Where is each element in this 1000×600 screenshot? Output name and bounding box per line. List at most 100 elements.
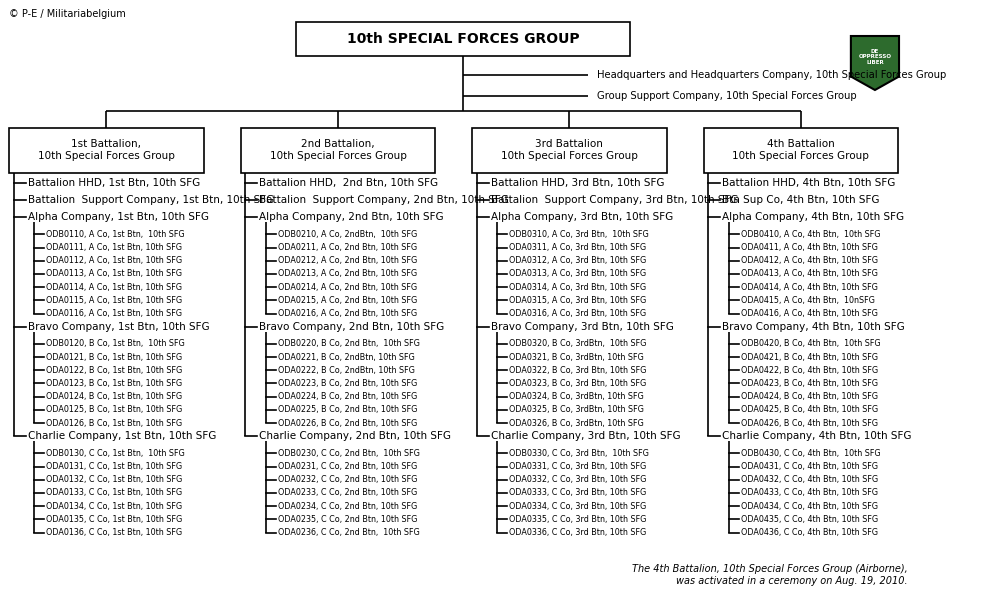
- Text: 10th SPECIAL FORCES GROUP: 10th SPECIAL FORCES GROUP: [347, 32, 579, 46]
- Text: Headquarters and Headquarters Company, 10th Special Forces Group: Headquarters and Headquarters Company, 1…: [597, 70, 946, 80]
- Text: ODA0234, C Co, 2nd Btn, 10th SFG: ODA0234, C Co, 2nd Btn, 10th SFG: [278, 502, 417, 511]
- Text: ODA0124, B Co, 1st Btn, 10th SFG: ODA0124, B Co, 1st Btn, 10th SFG: [46, 392, 182, 401]
- Text: ODA0134, C Co, 1st Btn, 10th SFG: ODA0134, C Co, 1st Btn, 10th SFG: [46, 502, 182, 511]
- Text: Btn Sup Co, 4th Btn, 10th SFG: Btn Sup Co, 4th Btn, 10th SFG: [722, 195, 880, 205]
- Text: ODA0326, B Co, 3rdBtn, 10th SFG: ODA0326, B Co, 3rdBtn, 10th SFG: [509, 419, 644, 428]
- Text: ODA0312, A Co, 3rd Btn, 10th SFG: ODA0312, A Co, 3rd Btn, 10th SFG: [509, 256, 646, 265]
- Text: Alpha Company, 3rd Btn, 10th SFG: Alpha Company, 3rd Btn, 10th SFG: [491, 212, 673, 222]
- Text: ODA0333, C Co, 3rd Btn, 10th SFG: ODA0333, C Co, 3rd Btn, 10th SFG: [509, 488, 646, 497]
- Text: ODA0211, A Co, 2nd Btn, 10th SFG: ODA0211, A Co, 2nd Btn, 10th SFG: [278, 243, 417, 252]
- Text: ODB0110, A Co, 1st Btn,  10th SFG: ODB0110, A Co, 1st Btn, 10th SFG: [46, 230, 185, 239]
- Text: DE
OPPRESSO
LIBER: DE OPPRESSO LIBER: [858, 49, 891, 65]
- FancyBboxPatch shape: [704, 127, 898, 173]
- Text: ODA0421, B Co, 4th Btn, 10th SFG: ODA0421, B Co, 4th Btn, 10th SFG: [741, 353, 878, 361]
- Text: ODB0320, B Co, 3rdBtn,  10th SFG: ODB0320, B Co, 3rdBtn, 10th SFG: [509, 340, 647, 348]
- Text: ODA0316, A Co, 3rd Btn, 10th SFG: ODA0316, A Co, 3rd Btn, 10th SFG: [509, 309, 646, 318]
- Text: ODA0415, A Co, 4th Btn,  10nSFG: ODA0415, A Co, 4th Btn, 10nSFG: [741, 296, 875, 305]
- Text: ODA0436, C Co, 4th Btn, 10th SFG: ODA0436, C Co, 4th Btn, 10th SFG: [741, 528, 878, 537]
- Text: ODA0212, A Co, 2nd Btn, 10th SFG: ODA0212, A Co, 2nd Btn, 10th SFG: [278, 256, 417, 265]
- PathPatch shape: [851, 36, 899, 90]
- Text: ODA0431, C Co, 4th Btn, 10th SFG: ODA0431, C Co, 4th Btn, 10th SFG: [741, 462, 878, 471]
- Text: ODA0412, A Co, 4th Btn, 10th SFG: ODA0412, A Co, 4th Btn, 10th SFG: [741, 256, 878, 265]
- Text: ODA0314, A Co, 3rd Btn, 10th SFG: ODA0314, A Co, 3rd Btn, 10th SFG: [509, 283, 646, 292]
- Text: ODA0232, C Co, 2nd Btn, 10th SFG: ODA0232, C Co, 2nd Btn, 10th SFG: [278, 475, 417, 484]
- Text: ODA0214, A Co, 2nd Btn, 10th SFG: ODA0214, A Co, 2nd Btn, 10th SFG: [278, 283, 417, 292]
- Text: The 4th Battalion, 10th Special Forces Group (Airborne),
was activated in a cere: The 4th Battalion, 10th Special Forces G…: [632, 564, 907, 586]
- Text: ODA0336, C Co, 3rd Btn, 10th SFG: ODA0336, C Co, 3rd Btn, 10th SFG: [509, 528, 646, 537]
- Text: ODB0430, C Co, 4th Btn,  10th SFG: ODB0430, C Co, 4th Btn, 10th SFG: [741, 449, 880, 458]
- Text: ODA0435, C Co, 4th Btn, 10th SFG: ODA0435, C Co, 4th Btn, 10th SFG: [741, 515, 878, 524]
- Text: ODA0426, B Co, 4th Btn, 10th SFG: ODA0426, B Co, 4th Btn, 10th SFG: [741, 419, 878, 428]
- Text: ODA0223, B Co, 2nd Btn, 10th SFG: ODA0223, B Co, 2nd Btn, 10th SFG: [278, 379, 417, 388]
- Text: ODA0422, B Co, 4th Btn, 10th SFG: ODA0422, B Co, 4th Btn, 10th SFG: [741, 366, 878, 375]
- Text: ODA0414, A Co, 4th Btn, 10th SFG: ODA0414, A Co, 4th Btn, 10th SFG: [741, 283, 878, 292]
- Text: Alpha Company, 2nd Btn, 10th SFG: Alpha Company, 2nd Btn, 10th SFG: [259, 212, 444, 222]
- Text: ODA0112, A Co, 1st Btn, 10th SFG: ODA0112, A Co, 1st Btn, 10th SFG: [46, 256, 182, 265]
- Text: 2nd Battalion,
10th Special Forces Group: 2nd Battalion, 10th Special Forces Group: [270, 139, 406, 161]
- Text: ODA0324, B Co, 3rdBtn, 10th SFG: ODA0324, B Co, 3rdBtn, 10th SFG: [509, 392, 644, 401]
- Text: ODA0236, C Co, 2nd Btn,  10th SFG: ODA0236, C Co, 2nd Btn, 10th SFG: [278, 528, 420, 537]
- Text: ODB0120, B Co, 1st Btn,  10th SFG: ODB0120, B Co, 1st Btn, 10th SFG: [46, 340, 185, 348]
- Text: ODA0311, A Co, 3rd Btn, 10th SFG: ODA0311, A Co, 3rd Btn, 10th SFG: [509, 243, 646, 252]
- Text: ODB0410, A Co, 4th Btn,  10th SFG: ODB0410, A Co, 4th Btn, 10th SFG: [741, 230, 880, 239]
- Text: ODA0233, C Co, 2nd Btn, 10th SFG: ODA0233, C Co, 2nd Btn, 10th SFG: [278, 488, 417, 497]
- Text: ODA0113, A Co, 1st Btn, 10th SFG: ODA0113, A Co, 1st Btn, 10th SFG: [46, 269, 182, 278]
- Text: Bravo Company, 1st Btn, 10th SFG: Bravo Company, 1st Btn, 10th SFG: [28, 322, 209, 332]
- Text: Battalion HHD, 1st Btn, 10th SFG: Battalion HHD, 1st Btn, 10th SFG: [28, 178, 200, 188]
- FancyBboxPatch shape: [472, 127, 667, 173]
- Text: ODA0222, B Co, 2ndBtn, 10th SFG: ODA0222, B Co, 2ndBtn, 10th SFG: [278, 366, 415, 375]
- Text: ODA0224, B Co, 2nd Btn, 10th SFG: ODA0224, B Co, 2nd Btn, 10th SFG: [278, 392, 417, 401]
- Text: ODA0231, C Co, 2nd Btn, 10th SFG: ODA0231, C Co, 2nd Btn, 10th SFG: [278, 462, 417, 471]
- Text: ODA0115, A Co, 1st Btn, 10th SFG: ODA0115, A Co, 1st Btn, 10th SFG: [46, 296, 182, 305]
- FancyBboxPatch shape: [9, 127, 204, 173]
- Text: Bravo Company, 2nd Btn, 10th SFG: Bravo Company, 2nd Btn, 10th SFG: [259, 322, 444, 332]
- Text: ODA0111, A Co, 1st Btn, 10th SFG: ODA0111, A Co, 1st Btn, 10th SFG: [46, 243, 182, 252]
- Text: ODB0310, A Co, 3rd Btn,  10th SFG: ODB0310, A Co, 3rd Btn, 10th SFG: [509, 230, 649, 239]
- Text: Group Support Company, 10th Special Forces Group: Group Support Company, 10th Special Forc…: [597, 91, 857, 101]
- Text: Alpha Company, 1st Btn, 10th SFG: Alpha Company, 1st Btn, 10th SFG: [28, 212, 209, 222]
- FancyBboxPatch shape: [296, 22, 630, 55]
- Text: ODA0325, B Co, 3rdBtn, 10th SFG: ODA0325, B Co, 3rdBtn, 10th SFG: [509, 406, 644, 415]
- Text: ODA0331, C Co, 3rd Btn, 10th SFG: ODA0331, C Co, 3rd Btn, 10th SFG: [509, 462, 646, 471]
- Text: ODA0313, A Co, 3rd Btn, 10th SFG: ODA0313, A Co, 3rd Btn, 10th SFG: [509, 269, 646, 278]
- Text: ODA0411, A Co, 4th Btn, 10th SFG: ODA0411, A Co, 4th Btn, 10th SFG: [741, 243, 878, 252]
- Text: ODA0434, C Co, 4th Btn, 10th SFG: ODA0434, C Co, 4th Btn, 10th SFG: [741, 502, 878, 511]
- Text: ODB0210, A Co, 2ndBtn,  10th SFG: ODB0210, A Co, 2ndBtn, 10th SFG: [278, 230, 417, 239]
- FancyBboxPatch shape: [241, 127, 435, 173]
- Text: ODA0126, B Co, 1st Btn, 10th SFG: ODA0126, B Co, 1st Btn, 10th SFG: [46, 419, 182, 428]
- Text: ODA0125, B Co, 1st Btn, 10th SFG: ODA0125, B Co, 1st Btn, 10th SFG: [46, 406, 183, 415]
- Text: ODA0235, C Co, 2nd Btn, 10th SFG: ODA0235, C Co, 2nd Btn, 10th SFG: [278, 515, 417, 524]
- Text: ODA0135, C Co, 1st Btn, 10th SFG: ODA0135, C Co, 1st Btn, 10th SFG: [46, 515, 183, 524]
- Text: ODB0130, C Co, 1st Btn,  10th SFG: ODB0130, C Co, 1st Btn, 10th SFG: [46, 449, 185, 458]
- Text: ODA0416, A Co, 4th Btn, 10th SFG: ODA0416, A Co, 4th Btn, 10th SFG: [741, 309, 878, 318]
- Text: ODA0114, A Co, 1st Btn, 10th SFG: ODA0114, A Co, 1st Btn, 10th SFG: [46, 283, 182, 292]
- Text: ODA0334, C Co, 3rd Btn, 10th SFG: ODA0334, C Co, 3rd Btn, 10th SFG: [509, 502, 646, 511]
- Text: © P-E / Militariabelgium: © P-E / Militariabelgium: [9, 9, 126, 19]
- Text: ODA0216, A Co, 2nd Btn, 10th SFG: ODA0216, A Co, 2nd Btn, 10th SFG: [278, 309, 417, 318]
- Text: ODB0230, C Co, 2nd Btn,  10th SFG: ODB0230, C Co, 2nd Btn, 10th SFG: [278, 449, 420, 458]
- Text: Alpha Company, 4th Btn, 10th SFG: Alpha Company, 4th Btn, 10th SFG: [722, 212, 904, 222]
- Text: Bravo Company, 4th Btn, 10th SFG: Bravo Company, 4th Btn, 10th SFG: [722, 322, 905, 332]
- Text: 4th Battalion
10th Special Forces Group: 4th Battalion 10th Special Forces Group: [732, 139, 869, 161]
- Text: Battalion HHD, 3rd Btn, 10th SFG: Battalion HHD, 3rd Btn, 10th SFG: [491, 178, 664, 188]
- Text: ODA0131, C Co, 1st Btn, 10th SFG: ODA0131, C Co, 1st Btn, 10th SFG: [46, 462, 182, 471]
- Text: Battalion  Support Company, 1st Btn, 10th SFG: Battalion Support Company, 1st Btn, 10th…: [28, 195, 274, 205]
- Text: ODA0335, C Co, 3rd Btn, 10th SFG: ODA0335, C Co, 3rd Btn, 10th SFG: [509, 515, 647, 524]
- Text: ODA0424, B Co, 4th Btn, 10th SFG: ODA0424, B Co, 4th Btn, 10th SFG: [741, 392, 878, 401]
- Text: ODA0132, C Co, 1st Btn, 10th SFG: ODA0132, C Co, 1st Btn, 10th SFG: [46, 475, 183, 484]
- Text: ODA0116, A Co, 1st Btn, 10th SFG: ODA0116, A Co, 1st Btn, 10th SFG: [46, 309, 182, 318]
- Text: ODA0221, B Co, 2ndBtn, 10th SFG: ODA0221, B Co, 2ndBtn, 10th SFG: [278, 353, 415, 361]
- Text: ODA0121, B Co, 1st Btn, 10th SFG: ODA0121, B Co, 1st Btn, 10th SFG: [46, 353, 182, 361]
- Text: ODA0323, B Co, 3rd Btn, 10th SFG: ODA0323, B Co, 3rd Btn, 10th SFG: [509, 379, 646, 388]
- Text: ODA0213, A Co, 2nd Btn, 10th SFG: ODA0213, A Co, 2nd Btn, 10th SFG: [278, 269, 417, 278]
- Text: ODA0133, C Co, 1st Btn, 10th SFG: ODA0133, C Co, 1st Btn, 10th SFG: [46, 488, 182, 497]
- Text: ODA0123, B Co, 1st Btn, 10th SFG: ODA0123, B Co, 1st Btn, 10th SFG: [46, 379, 182, 388]
- Text: ODA0332, C Co, 3rd Btn, 10th SFG: ODA0332, C Co, 3rd Btn, 10th SFG: [509, 475, 647, 484]
- Text: Charlie Company, 3rd Btn, 10th SFG: Charlie Company, 3rd Btn, 10th SFG: [491, 431, 680, 441]
- Text: 3rd Battalion
10th Special Forces Group: 3rd Battalion 10th Special Forces Group: [501, 139, 638, 161]
- Text: 1st Battalion,
10th Special Forces Group: 1st Battalion, 10th Special Forces Group: [38, 139, 175, 161]
- Text: Battalion HHD,  2nd Btn, 10th SFG: Battalion HHD, 2nd Btn, 10th SFG: [259, 178, 438, 188]
- Text: ODA0425, B Co, 4th Btn, 10th SFG: ODA0425, B Co, 4th Btn, 10th SFG: [741, 406, 878, 415]
- Text: ODA0413, A Co, 4th Btn, 10th SFG: ODA0413, A Co, 4th Btn, 10th SFG: [741, 269, 878, 278]
- Text: ODA0322, B Co, 3rd Btn, 10th SFG: ODA0322, B Co, 3rd Btn, 10th SFG: [509, 366, 647, 375]
